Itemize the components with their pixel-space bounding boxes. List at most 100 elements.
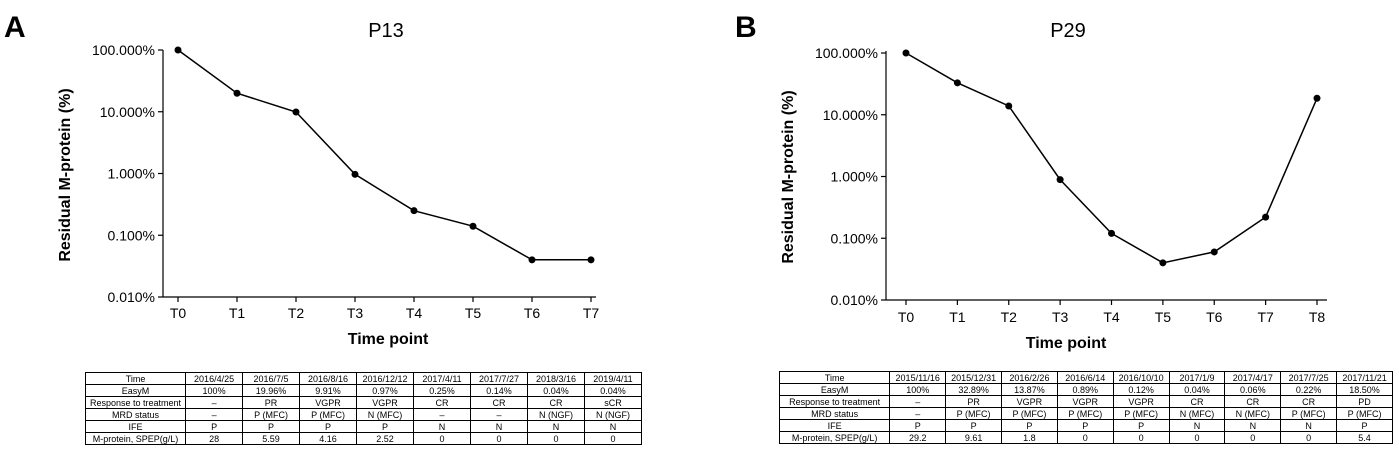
table-cell: 2017/4/11 [413,372,471,385]
table-cell: – [889,395,947,408]
table-cell: 2015/11/16 [889,371,947,384]
table-row: Time 2016/4/25 2016/7/5 2016/8/16 2016/12/12… [84,372,643,385]
table-cell: P (MFC) [1001,407,1058,420]
table-row-header: M-protein, SPEP(g/L) [84,432,187,445]
table-cell: N [1168,419,1226,432]
panel-a-xtick-label: T5 [465,305,482,321]
table-cell: 1.8 [1001,431,1058,444]
panel-a-letter: A [4,11,26,44]
table-cell: 2016/2/26 [1001,371,1058,384]
panel-b-xtick-label: T1 [949,309,966,325]
panel-b-ytick-label: 0.100% [831,230,878,246]
table-cell: – [470,408,528,421]
table-row: M-protein, SPEP(g/L) 28 5.59 4.16 2.52 0 0 0 0 [84,432,643,445]
table-cell: P (MFC) [242,408,301,421]
table-cell: N (MFC) [1224,407,1282,420]
table-cell: N (NGF) [583,408,643,421]
table-row: IFE P P P P P N N N P [778,419,1393,432]
table-cell: N (MFC) [1168,407,1226,420]
table-cell: 0 [1224,431,1282,444]
table-cell: 0.14% [470,384,528,397]
table-cell: 2017/11/21 [1336,371,1393,384]
table-cell: N [470,420,528,433]
table-cell: 2015/12/31 [945,371,1003,384]
panel-a-data-point [174,46,182,54]
table-cell: VGPR [1112,395,1170,408]
table-cell: 2016/12/12 [356,372,415,385]
table-cell: P [242,420,301,433]
table-cell: 100% [185,384,244,397]
table-cell: N (MFC) [356,408,415,421]
table-cell: 2017/4/17 [1224,371,1282,384]
panel-b-letter: B [735,11,757,44]
table-cell: – [413,408,471,421]
table-cell: 0 [1280,431,1338,444]
table-cell: 9.91% [299,384,358,397]
table-cell: P [299,420,358,433]
table-cell: 0.04% [1168,383,1226,396]
table-cell: sCR [583,396,643,409]
panel-b-data-point [1005,102,1013,110]
table-row-header: MRD status [84,408,187,421]
table-cell: 29.2 [889,431,947,444]
table-row: MRD status – P (MFC) P (MFC) P (MFC) P (MFC) N… [778,407,1393,420]
table-cell: P [185,420,244,433]
table-cell: – [185,408,244,421]
table-cell: 0.89% [1056,383,1114,396]
table-cell: P (MFC) [945,407,1003,420]
panel-b-xtick-label: T8 [1309,309,1326,325]
table-cell: 2.52 [356,432,415,445]
table-cell: 5.59 [242,432,301,445]
table-cell: VGPR [1001,395,1058,408]
table-cell: 28 [185,432,244,445]
panel-b-data-point [902,49,910,57]
table-row: Time 2015/11/16 2015/12/31 2016/2/26 2016/6/… [778,371,1393,384]
panel-a-table: Time 2016/4/25 2016/7/5 2016/8/16 2016/12/12… [84,372,643,445]
table-cell: 9.61 [945,431,1003,444]
table-cell: 2019/4/11 [583,372,643,385]
table-row-header: Time [778,371,891,384]
table-cell: CR [1224,395,1282,408]
table-row-header: Response to treatment [778,395,891,408]
table-cell: P [1001,419,1058,432]
table-cell: P [1056,419,1114,432]
table-cell: 32.89% [945,383,1003,396]
panel-b-data-point [1262,213,1270,221]
table-cell: N [413,420,471,433]
table-cell: 13.87% [1001,383,1058,396]
panel-a-data-point [233,89,241,97]
table-cell: 5.4 [1336,431,1393,444]
panel-a-series-line [177,49,591,261]
panel-a-data-point [469,222,477,230]
table-cell: 0 [583,432,643,445]
table-cell: 4.16 [299,432,358,445]
table-cell: 0.06% [1224,383,1282,396]
panel-a-xtick-label: T3 [347,305,364,321]
table-cell: N [1280,419,1338,432]
table-row-header: Response to treatment [84,396,187,409]
table-cell: CR [526,396,585,409]
table-cell: N [1224,419,1282,432]
panel-a-ytick-label: 100.000% [92,42,155,58]
table-cell: 0 [1112,431,1170,444]
table-cell: 18.50% [1336,383,1393,396]
table-row: M-protein, SPEP(g/L) 29.2 9.61 1.8 0 0 0 0 0 5.4 [778,431,1393,444]
table-cell: 0.04% [583,384,643,397]
panel-b-table: Time 2015/11/16 2015/12/31 2016/2/26 2016/6/… [778,371,1393,444]
table-cell: 0.97% [356,384,415,397]
panel-b-ytick-label: 10.000% [823,107,878,123]
table-cell: 0.22% [1280,383,1338,396]
table-cell: 19.96% [242,384,301,397]
panel-a-title: P13 [368,20,404,42]
table-row: EasyM 100% 32.89% 13.87% 0.89% 0.12% 0.04% 0.06… [778,383,1393,396]
table-cell: PR [242,396,301,409]
table-cell: P (MFC) [1336,407,1393,420]
panel-b-data-point [1210,248,1218,256]
panel-b-xtick-label: T5 [1155,309,1172,325]
table-cell: CR [413,396,471,409]
panel-a-chart: A P13 Residual M-protein (%) Time point … [4,11,599,348]
table-cell: 0 [470,432,528,445]
table-cell: 0.12% [1112,383,1170,396]
panel-a-data-point [587,256,595,264]
